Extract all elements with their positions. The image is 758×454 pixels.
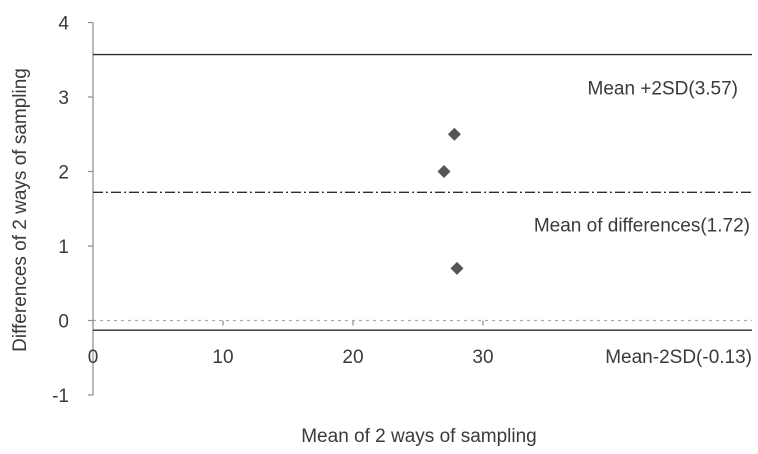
data-point (437, 165, 451, 178)
y-tick-label: 0 (58, 312, 69, 333)
tick-labels-group: -1 0 1 2 3 4 0 10 20 30 (52, 14, 493, 408)
y-tick-label: 2 (58, 163, 69, 184)
x-tick-label: 20 (342, 347, 363, 368)
y-tick-label: 3 (58, 88, 69, 109)
reference-label-upper: Mean +2SD(3.57) (588, 79, 739, 100)
data-point (450, 261, 464, 275)
reference-label-lower: Mean-2SD(-0.13) (605, 347, 752, 368)
y-tick-label: 4 (58, 14, 69, 35)
y-tick-label: -1 (52, 386, 69, 407)
data-point (447, 127, 461, 141)
axes-group (88, 21, 484, 396)
data-points-group (437, 127, 464, 275)
x-axis-label: Mean of 2 ways of sampling (301, 426, 537, 447)
x-tick-label: 10 (212, 347, 233, 368)
reference-lines-group: Mean +2SD(3.57) Mean of differences(1.72)… (93, 53, 752, 368)
y-axis-label: Differences of 2 ways of sampling (10, 68, 31, 352)
x-tick-label: 30 (472, 347, 493, 368)
x-tick-label: 0 (88, 347, 99, 368)
y-tick-label: 1 (58, 237, 69, 258)
reference-label-mean: Mean of differences(1.72) (534, 215, 750, 236)
